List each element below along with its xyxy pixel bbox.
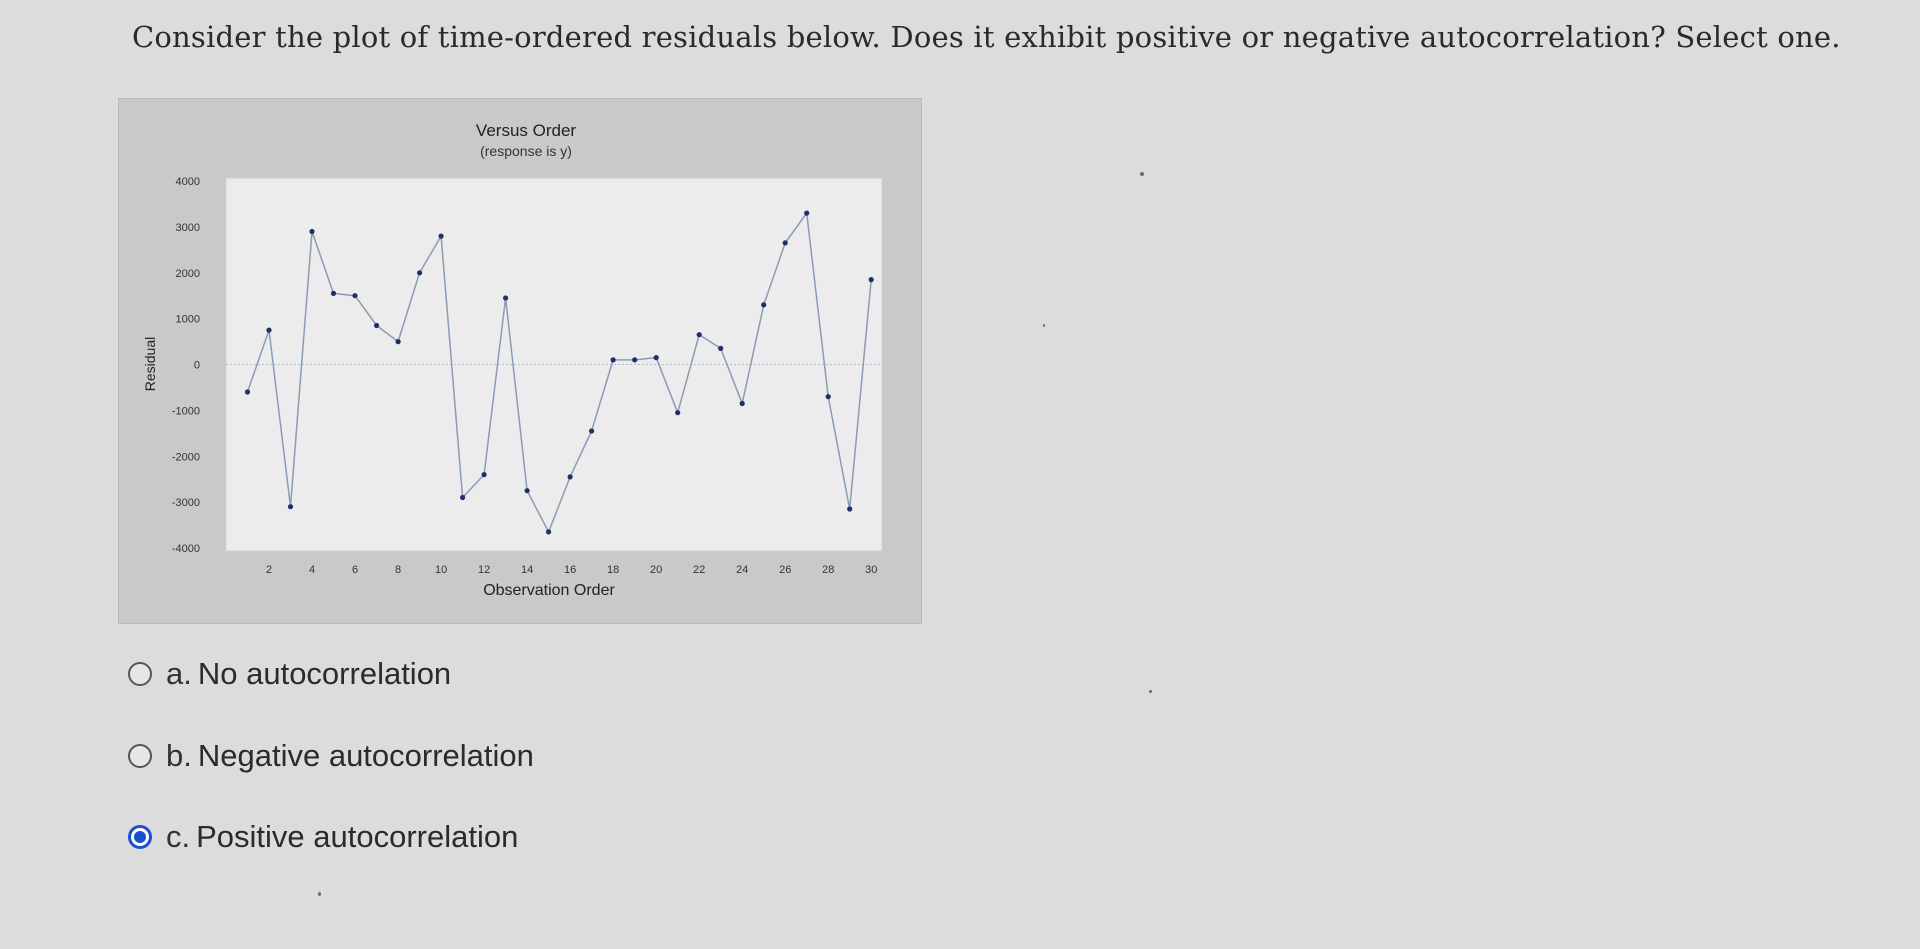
residual-point — [524, 488, 530, 494]
y-tick-label: -2000 — [172, 451, 200, 463]
option-a-letter: a. — [166, 656, 192, 691]
residual-point — [481, 472, 487, 478]
residual-point — [567, 474, 573, 480]
option-c-label: Positive autocorrelation — [196, 819, 519, 854]
x-tick-label: 6 — [352, 564, 358, 576]
residual-point — [287, 504, 294, 510]
x-tick-label: 30 — [865, 564, 877, 576]
residual-point — [868, 277, 874, 283]
residual-point — [503, 295, 509, 301]
residual-point — [718, 345, 724, 351]
y-tick-label: -4000 — [172, 543, 200, 555]
option-c[interactable]: c. Positive autocorrelation — [128, 815, 518, 859]
stray-mark — [1140, 172, 1144, 176]
residual-point — [352, 293, 358, 299]
residual-point — [761, 302, 767, 308]
x-tick-label: 26 — [779, 564, 791, 576]
residual-point — [330, 290, 337, 296]
x-tick-label: 16 — [564, 564, 576, 576]
residual-points — [244, 210, 874, 535]
x-tick-label: 8 — [395, 564, 401, 576]
residual-point — [589, 428, 595, 434]
option-a-radio[interactable] — [128, 662, 152, 686]
y-axis-label: Residual — [142, 337, 158, 391]
option-b-label: Negative autocorrelation — [197, 738, 534, 773]
x-tick-labels: 2 4 6 8 10 12 14 16 18 20 22 24 26 28 30 — [266, 564, 877, 576]
residual-point — [546, 529, 552, 535]
x-tick-label: 24 — [736, 564, 748, 576]
x-tick-label: 2 — [266, 564, 272, 576]
residual-point — [610, 357, 616, 363]
residual-point — [417, 270, 423, 276]
residual-point — [632, 357, 638, 363]
residual-point — [825, 394, 831, 400]
residual-point — [374, 322, 380, 329]
x-tick-label: 18 — [607, 564, 619, 576]
option-c-radio[interactable] — [128, 825, 152, 849]
residual-series-line — [246, 211, 872, 534]
option-b[interactable]: b. Negative autocorrelation — [128, 734, 534, 778]
stray-mark — [318, 892, 321, 896]
x-tick-label: 4 — [309, 564, 315, 576]
residual-point — [653, 355, 659, 361]
x-tick-label: 10 — [435, 564, 447, 576]
residual-point — [804, 210, 810, 216]
option-b-radio[interactable] — [128, 744, 152, 768]
x-tick-label: 20 — [650, 564, 662, 576]
y-tick-label: 1000 — [176, 314, 200, 326]
x-axis-label: Observation Order — [483, 582, 615, 599]
residual-point — [460, 494, 466, 501]
question-text: Consider the plot of time-ordered residu… — [132, 20, 1841, 54]
residual-point — [782, 240, 788, 246]
x-tick-label: 14 — [521, 564, 533, 576]
option-c-letter: c. — [166, 819, 191, 854]
residual-point — [395, 339, 401, 345]
residual-point — [739, 400, 745, 407]
residual-plot-svg: Versus Order (response is y) Observation… — [142, 121, 883, 599]
y-tick-label: 4000 — [176, 176, 200, 188]
y-tick-labels: 4000 3000 2000 1000 0 -1000 -2000 -3000 -4000 — [172, 176, 200, 555]
y-tick-label: 0 — [194, 360, 200, 372]
residual-point — [438, 233, 444, 239]
residual-point — [244, 389, 251, 395]
x-tick-label: 12 — [478, 564, 490, 576]
residual-point — [309, 228, 315, 235]
residual-point — [847, 506, 853, 512]
chart-subtitle: (response is y) — [480, 143, 572, 159]
residual-plot: Versus Order (response is y) Observation… — [118, 98, 922, 624]
residual-point — [696, 332, 702, 338]
option-a-label: No autocorrelation — [197, 656, 452, 691]
y-tick-label: 3000 — [176, 222, 200, 234]
stray-mark — [1149, 690, 1152, 693]
option-b-letter: b. — [166, 738, 192, 773]
residual-point — [266, 327, 272, 333]
chart-title: Versus Order — [476, 121, 576, 140]
y-tick-label: 2000 — [176, 268, 200, 280]
residual-point — [675, 410, 681, 416]
y-tick-label: -1000 — [172, 405, 200, 417]
option-a[interactable]: a. No autocorrelation — [128, 652, 451, 696]
x-tick-label: 22 — [693, 564, 705, 576]
x-tick-label: 28 — [822, 564, 834, 576]
stray-mark — [1043, 324, 1045, 327]
y-tick-label: -3000 — [172, 497, 200, 509]
